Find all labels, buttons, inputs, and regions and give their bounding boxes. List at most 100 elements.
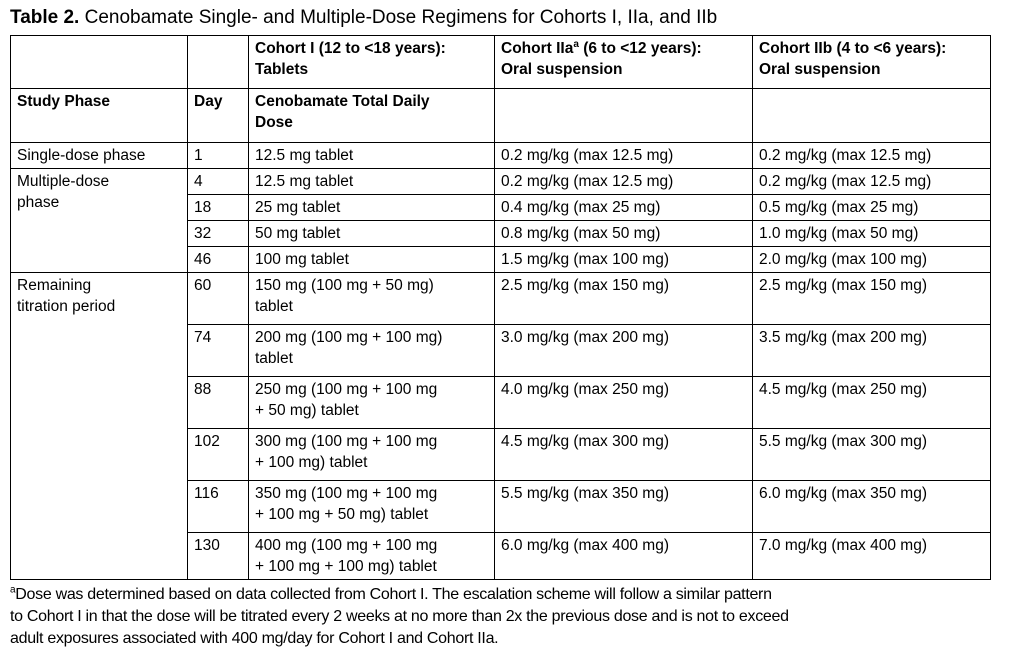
header-row-cohorts: Cohort I (12 to <18 years): Tablets Coho… <box>10 35 991 89</box>
table-title-text: Cenobamate Single- and Multiple-Dose Reg… <box>79 7 718 28</box>
cell-cohort1-dose: 400 mg (100 mg + 100 mg + 100 mg + 100 m… <box>248 532 495 580</box>
cell-day: 130 <box>187 532 249 580</box>
header-cell-empty-cohort2a <box>494 88 753 143</box>
cell-study-phase: Multiple-dose phase <box>10 168 188 273</box>
cell-cohort2b-dose: 2.5 mg/kg (max 150 mg) <box>752 272 991 325</box>
cell-cohort2b-dose: 2.0 mg/kg (max 100 mg) <box>752 246 991 273</box>
cell-cohort1-dose: 250 mg (100 mg + 100 mg + 50 mg) tablet <box>248 376 495 429</box>
header-cell-empty-day <box>187 35 249 89</box>
text-line: Multiple-dose <box>17 173 110 190</box>
table-row-day-60: Remaining titration period 60 150 mg (10… <box>10 272 991 580</box>
cell-day: 60 <box>187 272 249 325</box>
header-cell-day: Day <box>187 88 249 143</box>
cell-cohort2a-dose: 0.2 mg/kg (max 12.5 mg) <box>494 142 753 169</box>
cell-day: 32 <box>187 220 249 247</box>
cell-day: 18 <box>187 194 249 221</box>
text-line: Oral suspension <box>759 61 881 78</box>
cell-cohort2a-dose: 0.4 mg/kg (max 25 mg) <box>494 194 753 221</box>
text-line: Cohort IIaa (6 to <12 years): <box>501 38 746 59</box>
dose-regimen-table: Cohort I (12 to <18 years): Tablets Coho… <box>10 35 991 580</box>
table-row-day-130: 130 400 mg (100 mg + 100 mg + 100 mg + 1… <box>11 532 991 580</box>
cell-day: 74 <box>187 324 249 377</box>
table-row-day-4: Multiple-dose phase 4 12.5 mg tablet 0.2… <box>10 168 991 273</box>
text-line: Cohort IIb (4 to <6 years): <box>759 40 947 57</box>
cell-cohort2b-dose: 7.0 mg/kg (max 400 mg) <box>752 532 991 580</box>
text-line: + 100 mg + 100 mg) tablet <box>255 558 437 575</box>
cell-study-phase: Remaining titration period <box>10 272 188 580</box>
cell-cohort2a-dose: 3.0 mg/kg (max 200 mg) <box>494 324 753 377</box>
text-line: 200 mg (100 mg + 100 mg) <box>255 329 443 346</box>
header-cell-cohort2a: Cohort IIaa (6 to <12 years): Oral suspe… <box>494 35 753 89</box>
text-line: + 100 mg + 50 mg) tablet <box>255 506 429 523</box>
table-row-day-46: 46 100 mg tablet 1.5 mg/kg (max 100 mg) … <box>11 246 991 273</box>
text-line: 350 mg (100 mg + 100 mg <box>255 485 438 502</box>
text-line: 150 mg (100 mg + 50 mg) <box>255 277 434 294</box>
footnote-line: adult exposures associated with 400 mg/d… <box>10 630 499 647</box>
footnote-line: to Cohort I in that the dose will be tit… <box>10 608 789 625</box>
cell-cohort2b-dose: 0.5 mg/kg (max 25 mg) <box>752 194 991 221</box>
cell-day: 4 <box>187 168 249 195</box>
cell-cohort1-dose: 150 mg (100 mg + 50 mg) tablet <box>248 272 495 325</box>
text-line: phase <box>17 194 60 211</box>
text-line: Tablets <box>255 61 309 78</box>
table-row-day-88: 88 250 mg (100 mg + 100 mg + 50 mg) tabl… <box>11 376 991 429</box>
cell-study-phase: Single-dose phase <box>10 142 188 169</box>
header-row-labels: Study Phase Day Cenobamate Total Daily D… <box>10 88 991 143</box>
cell-cohort1-dose: 25 mg tablet <box>248 194 495 221</box>
table-row-day-32: 32 50 mg tablet 0.8 mg/kg (max 50 mg) 1.… <box>11 220 991 247</box>
footnote-text: Dose was determined based on data collec… <box>15 586 772 603</box>
cell-day: 102 <box>187 428 249 481</box>
header-cell-cohort2b: Cohort IIb (4 to <6 years): Oral suspens… <box>752 35 991 89</box>
table-row-day-18: 18 25 mg tablet 0.4 mg/kg (max 25 mg) 0.… <box>11 194 991 221</box>
table-row-day-102: 102 300 mg (100 mg + 100 mg + 100 mg) ta… <box>11 428 991 481</box>
cell-day: 1 <box>187 142 249 169</box>
cell-cohort2a-dose: 4.0 mg/kg (max 250 mg) <box>494 376 753 429</box>
footnote-marker: a <box>573 38 579 50</box>
table-title: Table 2. Cenobamate Single- and Multiple… <box>10 6 1007 30</box>
cell-cohort2b-dose: 0.2 mg/kg (max 12.5 mg) <box>752 142 991 169</box>
cell-cohort2a-dose: 5.5 mg/kg (max 350 mg) <box>494 480 753 533</box>
text-line: Oral suspension <box>501 61 623 78</box>
cell-day: 116 <box>187 480 249 533</box>
header-cell-empty-cohort2b <box>752 88 991 143</box>
table-row-day-116: 116 350 mg (100 mg + 100 mg + 100 mg + 5… <box>11 480 991 533</box>
cell-day: 46 <box>187 246 249 273</box>
header-cell-empty-phase <box>10 35 188 89</box>
text-line: + 50 mg) tablet <box>255 402 359 419</box>
footnote-line: aDose was determined based on data colle… <box>10 584 1007 606</box>
text-line: Remaining <box>17 277 92 294</box>
cell-cohort2b-dose: 5.5 mg/kg (max 300 mg) <box>752 428 991 481</box>
cohort2a-range: (6 to <12 years): <box>578 40 702 57</box>
footnote-marker: a <box>10 584 16 596</box>
cell-cohort2b-dose: 4.5 mg/kg (max 250 mg) <box>752 376 991 429</box>
text-line: tablet <box>255 350 293 367</box>
text-line: tablet <box>255 298 293 315</box>
header-cell-total-daily-dose: Cenobamate Total Daily Dose <box>248 88 495 143</box>
cell-cohort1-dose: 200 mg (100 mg + 100 mg) tablet <box>248 324 495 377</box>
header-cell-study-phase: Study Phase <box>10 88 188 143</box>
cell-cohort2b-dose: 0.2 mg/kg (max 12.5 mg) <box>752 168 991 195</box>
text-line: 400 mg (100 mg + 100 mg <box>255 537 438 554</box>
cell-cohort1-dose: 12.5 mg tablet <box>248 168 495 195</box>
text-line: + 100 mg) tablet <box>255 454 368 471</box>
table-row-day-1: Single-dose phase 1 12.5 mg tablet 0.2 m… <box>10 142 991 169</box>
cell-cohort1-dose: 50 mg tablet <box>248 220 495 247</box>
cell-day: 88 <box>187 376 249 429</box>
cell-cohort1-dose: 300 mg (100 mg + 100 mg + 100 mg) tablet <box>248 428 495 481</box>
cell-cohort1-dose: 350 mg (100 mg + 100 mg + 100 mg + 50 mg… <box>248 480 495 533</box>
cell-cohort1-dose: 100 mg tablet <box>248 246 495 273</box>
text-line: 300 mg (100 mg + 100 mg <box>255 433 438 450</box>
cohort2a-name: Cohort IIa <box>501 40 574 57</box>
table-row-day-74: 74 200 mg (100 mg + 100 mg) tablet 3.0 m… <box>11 324 991 377</box>
cell-cohort2a-dose: 0.2 mg/kg (max 12.5 mg) <box>494 168 753 195</box>
cell-cohort2a-dose: 6.0 mg/kg (max 400 mg) <box>494 532 753 580</box>
text-line: Dose <box>255 114 293 131</box>
text-line: Cohort I (12 to <18 years): <box>255 40 446 57</box>
text-line: 250 mg (100 mg + 100 mg <box>255 381 438 398</box>
cell-cohort2a-dose: 0.8 mg/kg (max 50 mg) <box>494 220 753 247</box>
header-cell-cohort1: Cohort I (12 to <18 years): Tablets <box>248 35 495 89</box>
table-footnote: aDose was determined based on data colle… <box>10 584 1007 650</box>
cell-cohort2b-dose: 3.5 mg/kg (max 200 mg) <box>752 324 991 377</box>
cell-cohort2b-dose: 6.0 mg/kg (max 350 mg) <box>752 480 991 533</box>
